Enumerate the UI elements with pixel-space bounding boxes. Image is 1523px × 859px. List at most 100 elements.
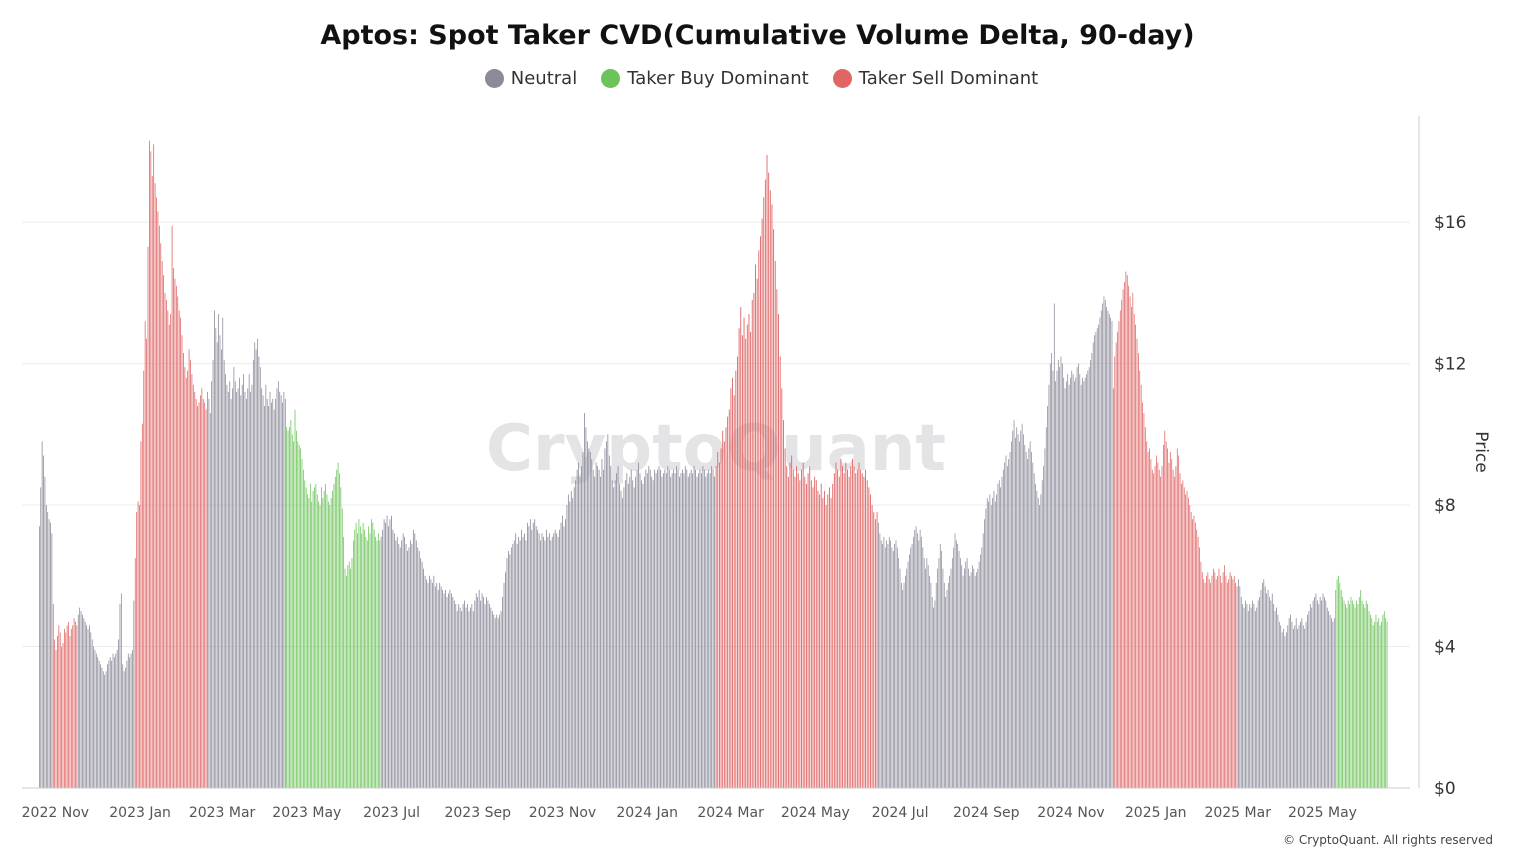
price-bar — [1172, 469, 1174, 788]
price-bar — [134, 558, 136, 788]
price-bar — [1142, 402, 1143, 788]
price-bar — [853, 466, 855, 788]
price-bar — [430, 579, 432, 788]
legend-item-taker-buy[interactable]: Taker Buy Dominant — [601, 68, 809, 89]
price-bar — [90, 632, 92, 788]
price-bar — [202, 398, 204, 788]
price-bar — [605, 441, 607, 788]
price-bar — [264, 406, 265, 788]
price-bar — [437, 589, 439, 788]
price-bar — [1037, 497, 1039, 788]
price-bar — [1078, 363, 1079, 788]
price-bar — [319, 505, 321, 788]
price-bar — [283, 391, 285, 788]
price-bar — [1221, 582, 1223, 788]
copyright-footer: © CryptoQuant. All rights reserved — [1283, 833, 1493, 847]
price-bar — [843, 473, 845, 788]
price-bar — [1067, 374, 1069, 788]
price-bar — [531, 529, 533, 788]
price-bar — [787, 476, 789, 788]
price-bar — [708, 469, 710, 788]
price-bar — [958, 551, 960, 788]
price-bar — [613, 487, 615, 788]
legend-item-neutral[interactable]: Neutral — [484, 68, 577, 89]
price-bar — [109, 657, 111, 788]
price-bar — [1000, 487, 1002, 788]
price-bar — [477, 597, 479, 788]
price-bar — [408, 547, 410, 788]
x-tick-label: 2024 Sep — [953, 805, 1020, 821]
price-bar — [1076, 367, 1078, 788]
price-bar — [1121, 299, 1123, 788]
price-bar — [516, 543, 518, 788]
price-bar — [1036, 490, 1038, 788]
price-bar — [873, 512, 875, 788]
price-bar — [446, 597, 448, 788]
price-bar — [544, 540, 546, 788]
price-bar — [1273, 604, 1275, 788]
price-bar — [1249, 604, 1251, 788]
price-bar — [233, 367, 235, 788]
price-bar — [200, 395, 201, 788]
price-bar — [832, 483, 834, 788]
x-tick-label: 2022 Nov — [22, 805, 89, 821]
price-bar — [383, 519, 385, 788]
price-bar — [899, 568, 901, 788]
price-bar — [1052, 370, 1054, 788]
price-bar — [955, 540, 957, 788]
price-bar — [1094, 335, 1095, 788]
price-bar — [978, 561, 980, 788]
price-bar — [1108, 314, 1110, 788]
price-bar — [1033, 473, 1035, 788]
price-bar — [241, 384, 243, 788]
price-bar — [369, 533, 371, 788]
x-tick-label: 2024 Nov — [1037, 805, 1104, 821]
price-bar — [72, 625, 74, 788]
y-axis-title: Price — [1471, 431, 1491, 472]
price-bar — [856, 469, 858, 788]
price-bar — [746, 324, 748, 788]
price-bar — [146, 338, 147, 788]
price-bar — [980, 554, 981, 788]
price-bar — [268, 406, 269, 788]
price-bar — [1328, 611, 1330, 788]
price-bar — [874, 519, 876, 788]
price-bar — [660, 469, 661, 788]
price-bar — [1019, 441, 1020, 788]
price-bar — [626, 473, 628, 788]
price-bar — [614, 480, 616, 788]
legend-item-taker-sell[interactable]: Taker Sell Dominant — [832, 68, 1038, 89]
price-bar — [93, 646, 94, 788]
price-bar — [592, 469, 594, 788]
price-bar — [676, 466, 677, 788]
price-bar — [810, 480, 812, 788]
price-bar — [680, 473, 682, 788]
y-axis-ticks: $0 $4 $8 $12 $16 — [1434, 213, 1466, 799]
price-bar — [80, 611, 82, 788]
price-bar — [591, 459, 593, 788]
price-bar — [973, 568, 975, 788]
price-bar — [543, 536, 544, 788]
price-bar — [989, 494, 991, 788]
price-bar — [802, 462, 804, 788]
price-bar — [1010, 441, 1012, 788]
price-bar — [183, 352, 184, 788]
price-bar — [298, 444, 300, 788]
price-bar — [661, 476, 663, 788]
price-bar — [352, 540, 354, 788]
price-bar — [949, 575, 951, 788]
price-bar — [1149, 448, 1150, 788]
price-bar — [840, 459, 842, 788]
price-bar — [161, 261, 163, 789]
price-bar — [1147, 452, 1149, 788]
price-bar — [888, 536, 890, 788]
price-bar — [851, 459, 853, 788]
legend-marker-neutral — [484, 69, 504, 88]
price-bar — [1057, 360, 1059, 788]
price-bar — [1082, 377, 1083, 788]
price-bar — [332, 490, 333, 788]
price-bar — [1158, 469, 1160, 788]
price-bar — [1314, 597, 1315, 788]
price-bar — [848, 476, 850, 788]
price-bar — [1193, 515, 1195, 788]
